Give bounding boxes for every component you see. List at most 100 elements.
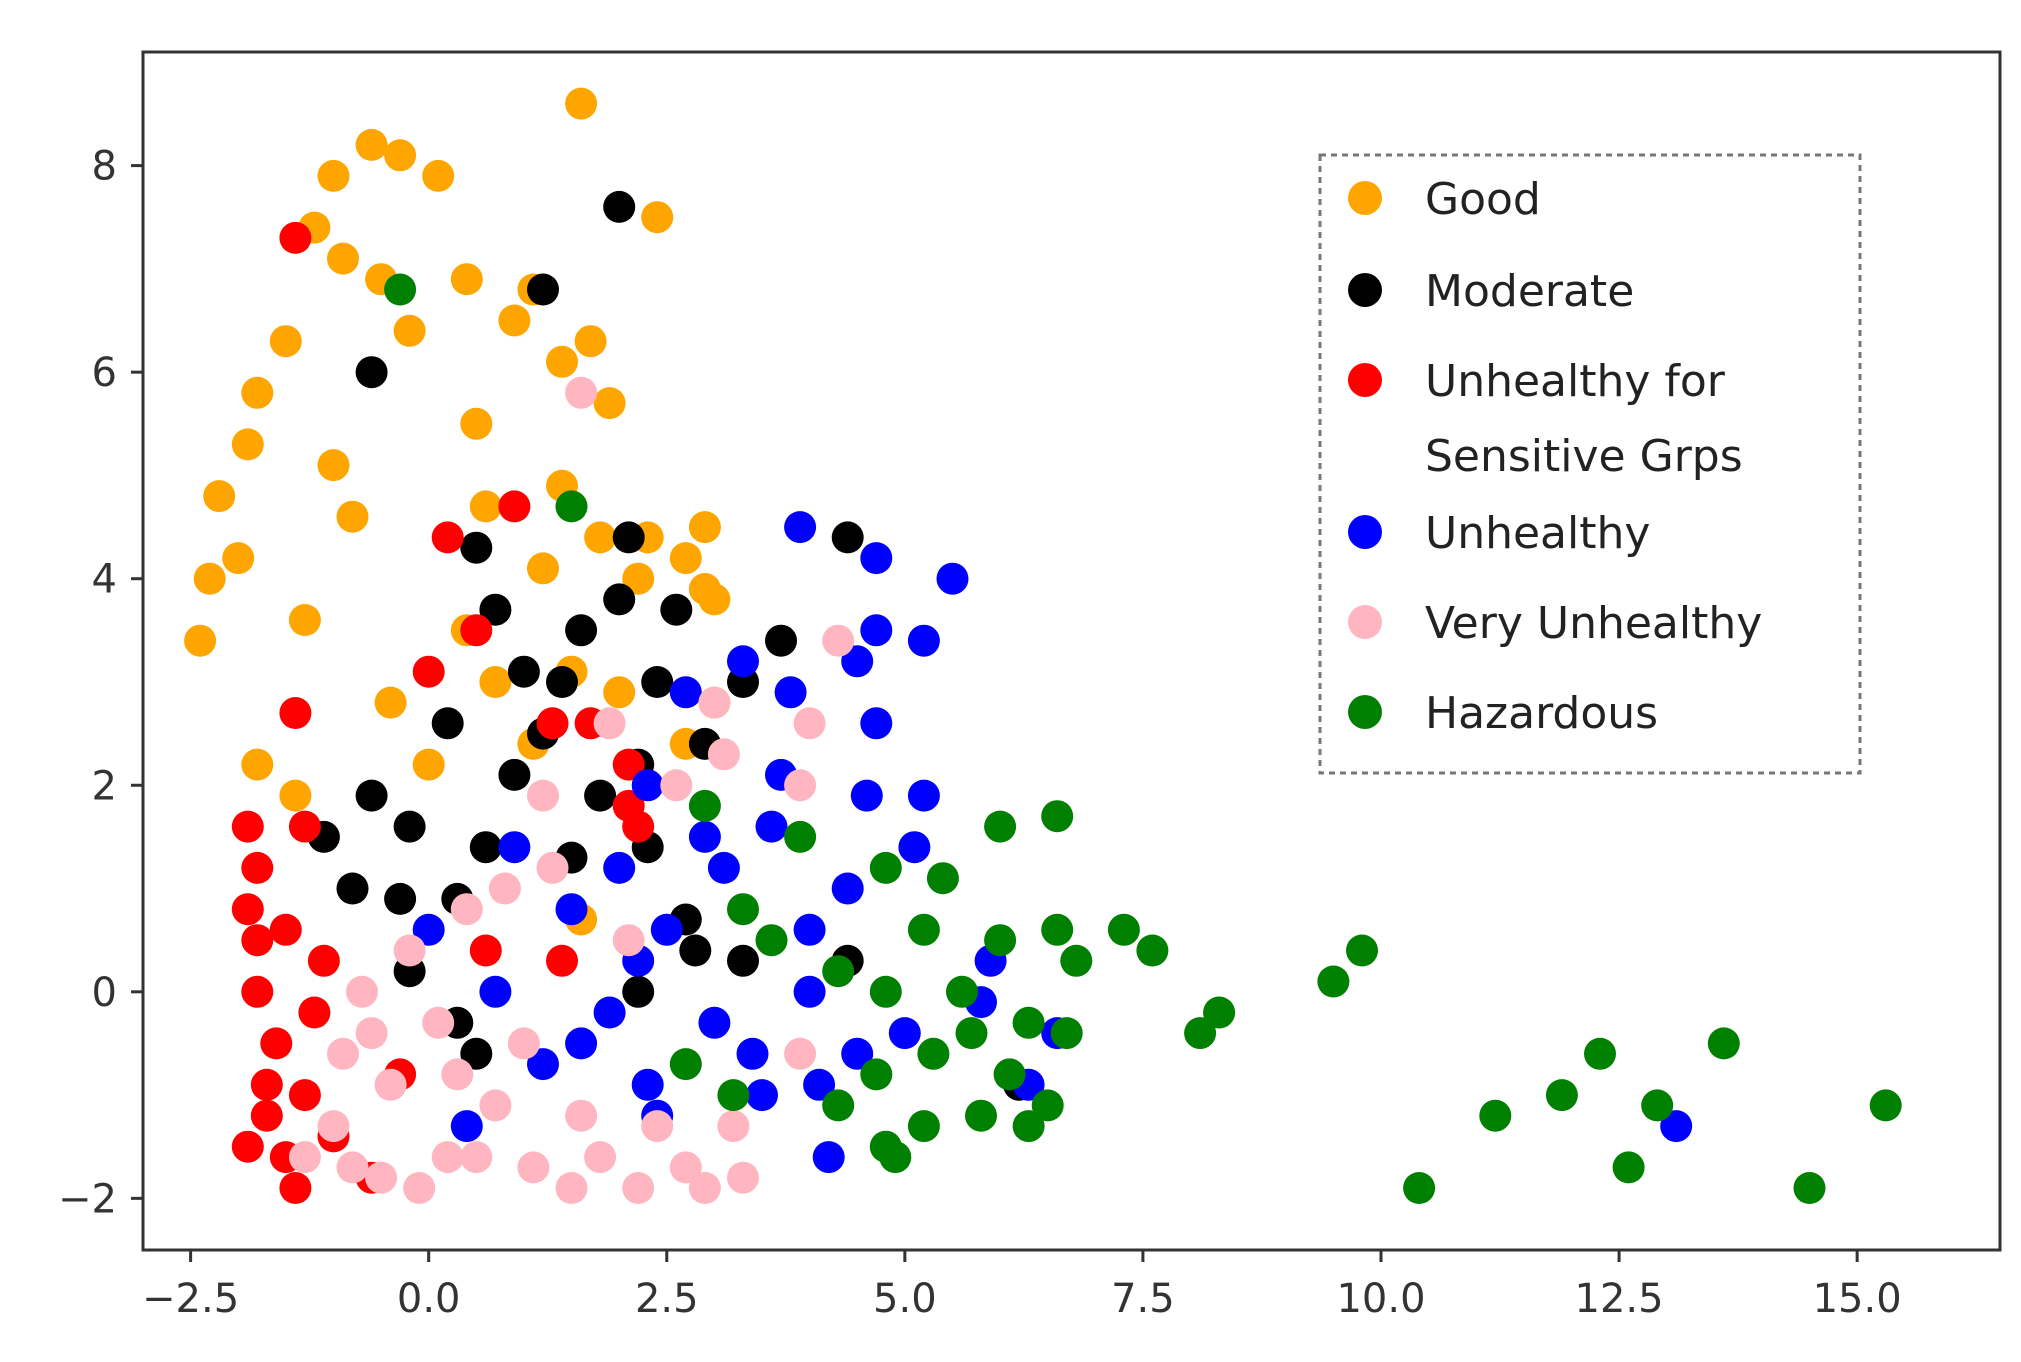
- data-point: [1317, 965, 1350, 998]
- data-point: [1545, 1079, 1578, 1112]
- data-point: [403, 1172, 436, 1204]
- data-point: [784, 820, 817, 853]
- legend-box: [1318, 153, 1862, 775]
- series-unhealthy-for-sensitive-grps: [231, 221, 655, 1204]
- data-point: [431, 521, 464, 554]
- data-point: [888, 1017, 921, 1050]
- data-point: [241, 748, 274, 781]
- data-point: [231, 428, 264, 461]
- legend-label: Good: [1425, 174, 1541, 225]
- data-point: [1184, 1017, 1217, 1050]
- data-point: [603, 851, 636, 884]
- data-point: [603, 676, 636, 709]
- data-point: [1707, 1027, 1740, 1060]
- data-point: [622, 975, 655, 1008]
- data-point: [507, 655, 540, 688]
- data-point: [450, 1110, 483, 1143]
- y-tick-label: 8: [92, 144, 117, 190]
- x-tick-label: 7.5: [1111, 1276, 1175, 1322]
- data-point: [527, 552, 559, 585]
- data-point: [269, 913, 302, 946]
- data-point: [984, 924, 1017, 957]
- legend-marker: [1348, 273, 1382, 307]
- data-point: [250, 1099, 283, 1132]
- data-point: [441, 1058, 474, 1091]
- data-point: [907, 624, 940, 657]
- data-point: [327, 1037, 359, 1070]
- data-point: [374, 1068, 407, 1101]
- data-point: [1793, 1172, 1826, 1204]
- data-point: [565, 1099, 598, 1132]
- data-point: [793, 975, 826, 1008]
- data-point: [688, 511, 721, 544]
- data-point: [612, 748, 645, 781]
- data-point: [412, 748, 445, 781]
- data-point: [422, 159, 455, 192]
- data-point: [688, 789, 721, 822]
- data-point: [279, 221, 312, 254]
- data-point: [831, 872, 864, 905]
- data-point: [260, 1027, 293, 1060]
- data-point: [250, 1068, 283, 1101]
- data-point: [279, 779, 312, 812]
- data-point: [498, 304, 531, 337]
- data-point: [279, 1172, 312, 1204]
- data-point: [1869, 1089, 1902, 1122]
- data-point: [479, 975, 512, 1008]
- data-point: [241, 975, 274, 1008]
- data-point: [393, 314, 426, 347]
- data-point: [688, 573, 721, 605]
- data-point: [584, 779, 617, 812]
- data-point: [317, 1110, 350, 1143]
- series-very-unhealthy: [288, 376, 855, 1204]
- data-point: [565, 376, 598, 409]
- data-point: [860, 1058, 893, 1091]
- data-point: [288, 604, 321, 636]
- legend: Good Moderate Unhealthy for Sensitive Grps U…: [1318, 153, 1862, 775]
- data-point: [679, 934, 712, 967]
- data-point: [327, 242, 359, 275]
- y-tick-label: 2: [92, 763, 117, 809]
- legend-marker: [1348, 605, 1382, 639]
- data-point: [374, 686, 407, 719]
- y-tick-label: 4: [92, 557, 117, 603]
- data-point: [698, 686, 731, 719]
- data-point: [860, 542, 893, 575]
- data-point: [498, 490, 531, 523]
- legend-marker: [1348, 515, 1382, 549]
- data-point: [222, 542, 255, 575]
- data-point: [869, 975, 902, 1008]
- data-point: [279, 697, 312, 729]
- data-point: [488, 872, 521, 905]
- data-point: [1584, 1037, 1616, 1070]
- data-point: [527, 1048, 559, 1081]
- data-point: [1346, 934, 1378, 967]
- data-point: [822, 624, 855, 657]
- data-point: [460, 407, 493, 440]
- points-layer: [184, 87, 1902, 1204]
- data-point: [746, 1079, 778, 1112]
- axes-layer: −2.5 0.0 2.5 5.0 7.5 10.0 12.5 15.0 −2 0 2 4 6 8: [58, 144, 1902, 1322]
- data-point: [460, 531, 493, 564]
- data-point: [631, 1068, 664, 1101]
- data-point: [269, 325, 302, 358]
- data-point: [822, 1089, 855, 1122]
- data-point: [869, 851, 902, 884]
- data-point: [288, 810, 321, 843]
- data-point: [546, 666, 578, 698]
- data-point: [565, 87, 598, 120]
- data-point: [660, 769, 693, 802]
- data-point: [946, 975, 978, 1008]
- x-tick-label: −2.5: [142, 1276, 239, 1322]
- data-point: [926, 862, 959, 895]
- x-tick-label: 10.0: [1336, 1276, 1425, 1322]
- data-point: [479, 593, 512, 626]
- data-point: [479, 1089, 512, 1122]
- data-point: [1136, 934, 1169, 967]
- data-point: [1403, 1172, 1436, 1204]
- data-point: [555, 893, 588, 926]
- data-point: [907, 779, 940, 812]
- data-point: [336, 1151, 369, 1184]
- x-tick-label: 12.5: [1575, 1276, 1664, 1322]
- data-point: [355, 779, 388, 812]
